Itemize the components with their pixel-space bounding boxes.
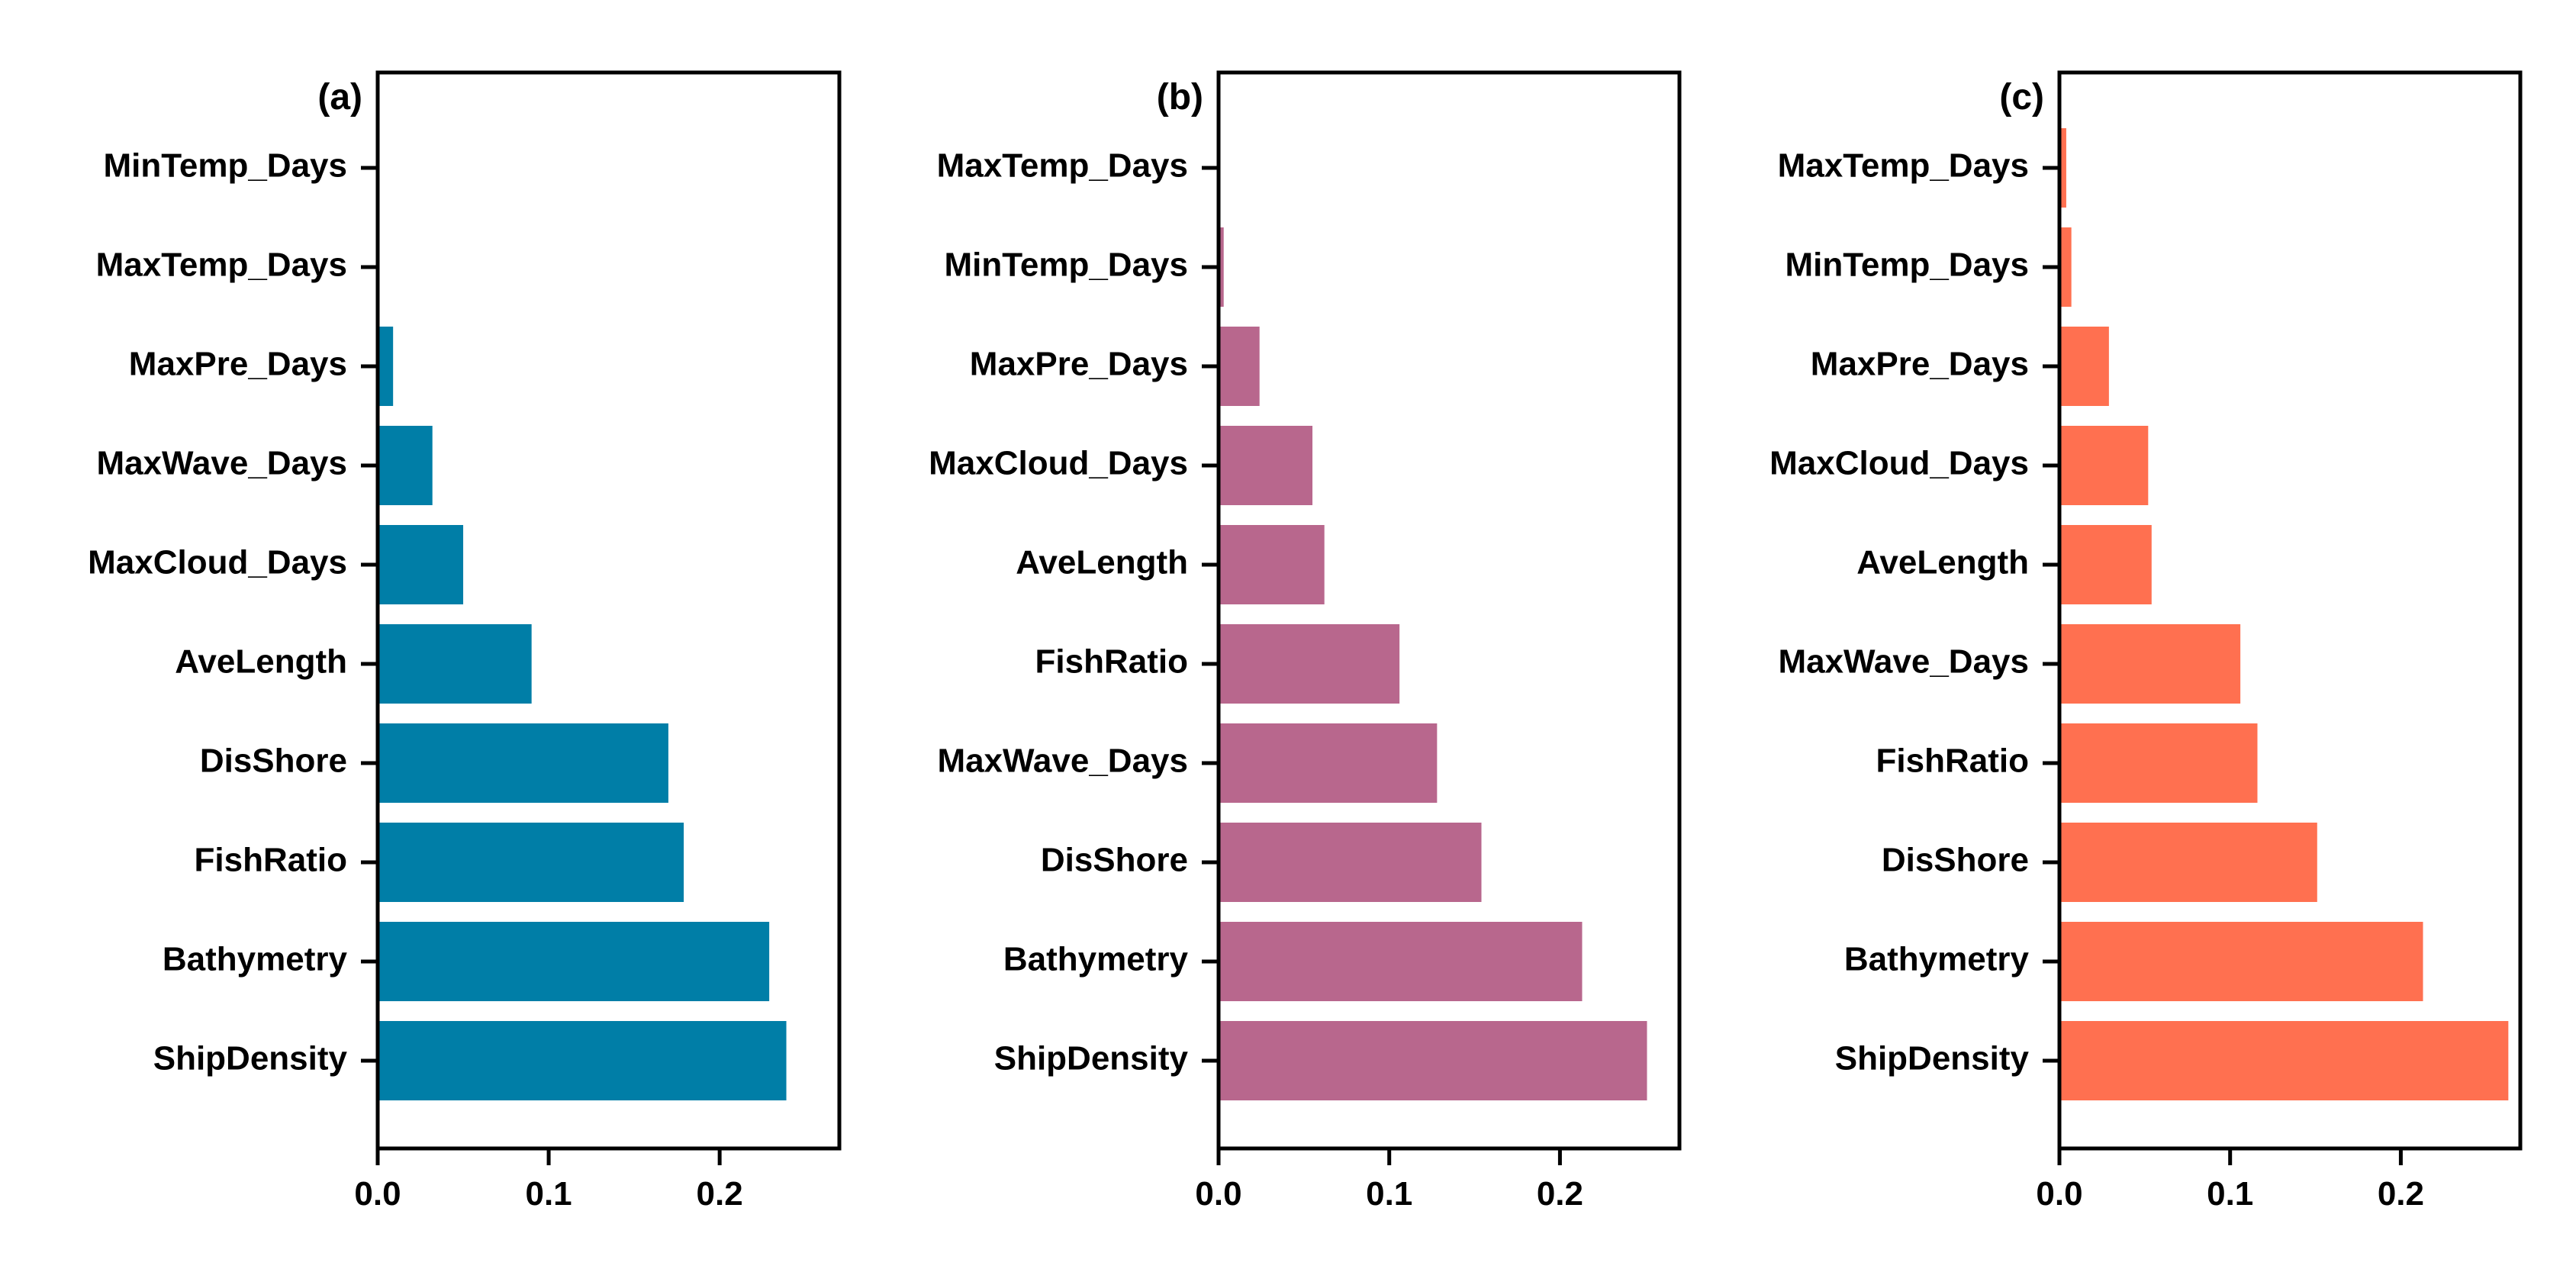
bar [2059, 227, 2072, 307]
panel-label: (a) [317, 77, 362, 118]
y-tick-label: MaxPre_Days [1811, 346, 2029, 383]
bar [2059, 723, 2258, 803]
bar [378, 1021, 787, 1100]
bar [378, 327, 394, 406]
axes-frame [375, 70, 842, 1151]
y-tick-label: MaxWave_Days [937, 742, 1188, 780]
x-tick-label: 0.0 [354, 1175, 401, 1213]
y-tick-label: MaxCloud_Days [1769, 445, 2029, 482]
y-tick-label: MaxTemp_Days [96, 246, 347, 284]
axes-frame [1216, 70, 1682, 1151]
y-tick-label: AveLength [1016, 544, 1188, 581]
y-tick-label: MinTemp_Days [945, 246, 1189, 284]
bar [378, 525, 464, 604]
bar [378, 922, 770, 1001]
y-tick-label: FishRatio [195, 842, 347, 879]
x-tick-label: 0.1 [1366, 1175, 1412, 1213]
y-tick-label: Bathymetry [1003, 941, 1189, 978]
bar [2059, 624, 2241, 704]
bar [378, 723, 668, 803]
bar [2059, 327, 2109, 406]
bar [1219, 525, 1325, 604]
bar [2059, 823, 2317, 902]
bar [2059, 426, 2149, 505]
y-tick-label: MinTemp_Days [1785, 246, 2030, 284]
y-tick-label: AveLength [1856, 544, 2029, 581]
bar [1219, 624, 1400, 704]
y-tick-label: MaxCloud_Days [929, 445, 1188, 482]
bar [1219, 1021, 1647, 1100]
bar [2059, 922, 2423, 1001]
x-tick-label: 0.2 [697, 1175, 743, 1213]
bar [1219, 823, 1482, 902]
bar [1219, 227, 1224, 307]
y-tick-label: MaxTemp_Days [1778, 147, 2029, 185]
y-tick-label: Bathymetry [1844, 941, 2030, 978]
y-tick-label: ShipDensity [1835, 1040, 2030, 1077]
bar [2059, 128, 2066, 208]
bar [1219, 426, 1313, 505]
y-tick-label: ShipDensity [994, 1040, 1189, 1077]
y-tick-label: MaxCloud_Days [88, 544, 347, 581]
y-tick-label: DisShore [200, 742, 347, 780]
bar [2059, 525, 2152, 604]
bar [1219, 723, 1438, 803]
bar [378, 426, 433, 505]
x-tick-label: 0.0 [2036, 1175, 2082, 1213]
bar [378, 823, 684, 902]
x-tick-label: 0.2 [2378, 1175, 2424, 1213]
y-tick-label: MinTemp_Days [104, 147, 348, 185]
y-tick-label: AveLength [175, 643, 347, 681]
y-tick-label: MaxPre_Days [970, 346, 1188, 383]
y-tick-label: FishRatio [1876, 742, 2029, 780]
panel-label: (c) [1999, 77, 2044, 118]
x-tick-label: 0.0 [1195, 1175, 1241, 1213]
chart-panel: MinTemp_Days MaxTemp_Days MaxPre_Days MaxWa… [88, 70, 842, 1213]
y-tick-label: MaxTemp_Days [937, 147, 1188, 185]
y-tick-label: ShipDensity [153, 1040, 348, 1077]
panel-label: (b) [1157, 77, 1203, 118]
y-tick-label: MaxPre_Days [129, 346, 347, 383]
x-tick-label: 0.1 [525, 1175, 572, 1213]
bar [2059, 1021, 2509, 1100]
x-tick-label: 0.1 [2207, 1175, 2253, 1213]
bar [1219, 327, 1260, 406]
y-tick-label: MaxWave_Days [96, 445, 347, 482]
x-tick-label: 0.2 [1537, 1175, 1583, 1213]
bar [378, 624, 532, 704]
y-tick-label: Bathymetry [163, 941, 348, 978]
y-tick-label: FishRatio [1035, 643, 1188, 681]
axes-frame [2057, 70, 2523, 1151]
chart-panel: MaxTemp_Days MinTemp_Days MaxPre_Days MaxCl… [1769, 70, 2523, 1213]
y-tick-label: MaxWave_Days [1778, 643, 2029, 681]
bar [1219, 922, 1583, 1001]
y-tick-label: DisShore [1882, 842, 2029, 879]
y-tick-label: DisShore [1041, 842, 1188, 879]
chart-panel: MaxTemp_Days MinTemp_Days MaxPre_Days MaxCl… [929, 70, 1682, 1213]
